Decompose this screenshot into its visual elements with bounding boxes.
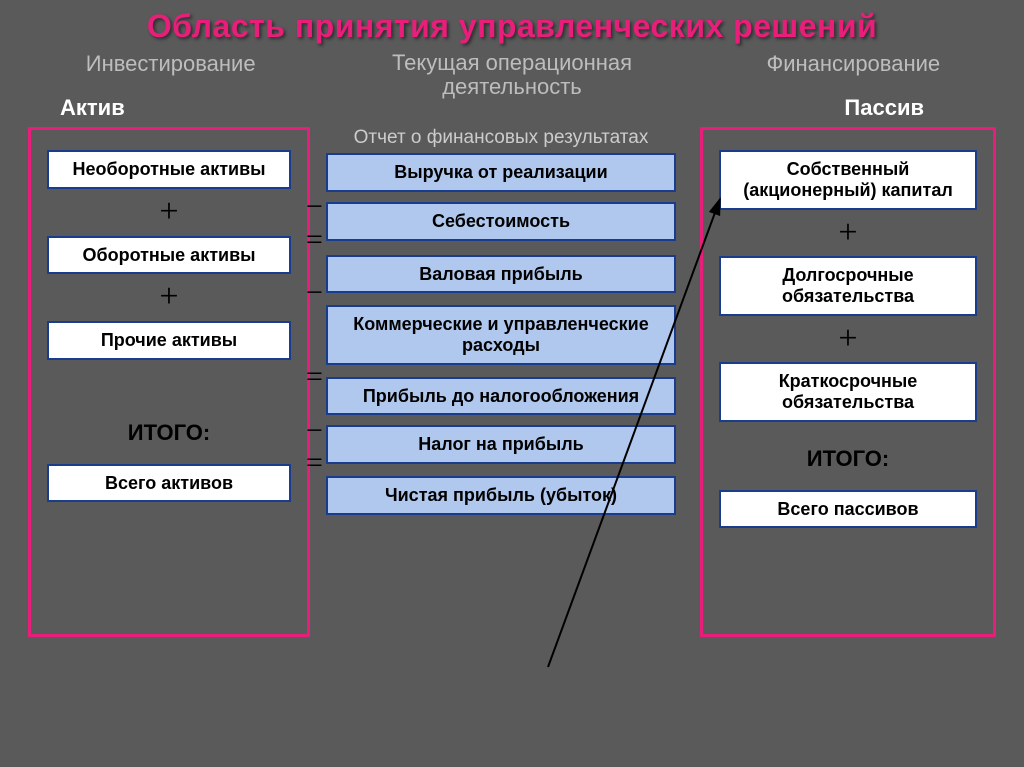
box-net-profit: Чистая прибыль (убыток) [326,476,676,515]
label-passiv: Пассив [844,95,924,121]
page-title: Область принятия управленческих решений [0,0,1024,45]
mid-header: Отчет о финансовых результатах [326,127,676,149]
subhead-operations: Текущая операционная деятельность [341,51,682,99]
op-plus: + [47,282,291,313]
box-nonconcurrent-assets: Необоротные активы [47,150,291,189]
box-revenue: Выручка от реализации [326,153,676,192]
column-passiv: Собственный (акционерный) капитал + Долг… [700,127,996,637]
subhead-row: Инвестирование Текущая операционная деят… [0,51,1024,99]
box-profit-before-tax: Прибыль до налогообложения [326,377,676,416]
diagram-main: Необоротные активы + Оборотные активы + … [0,127,1024,747]
box-tax: Налог на прибыль [326,425,676,464]
column-aktiv: Необоротные активы + Оборотные активы + … [28,127,310,637]
column-operations: Отчет о финансовых результатах Выручка о… [326,127,676,514]
label-itogo-right: ИТОГО: [719,446,977,472]
box-cost: Себестоимость [326,202,676,241]
label-aktiv: Актив [60,95,125,121]
box-other-assets: Прочие активы [47,321,291,360]
subhead-financing: Финансирование [683,51,1024,99]
box-current-assets: Оборотные активы [47,236,291,275]
box-total-liab: Всего пассивов [719,490,977,529]
op-equals: = [306,455,323,470]
op-minus: − [306,285,323,300]
box-expenses: Коммерческие и управленческие расходы [326,305,676,364]
box-longterm-liab: Долгосрочные обязательства [719,256,977,315]
box-total-assets: Всего активов [47,464,291,503]
op-plus: + [719,218,977,249]
op-plus: + [719,324,977,355]
box-gross-profit: Валовая прибыль [326,255,676,294]
subhead-investing: Инвестирование [0,51,341,99]
op-equals: = [306,369,323,384]
label-itogo-left: ИТОГО: [47,420,291,446]
op-equals: = [306,232,323,247]
box-equity: Собственный (акционерный) капитал [719,150,977,209]
box-shortterm-liab: Краткосрочные обязательства [719,362,977,421]
op-minus: − [306,199,323,214]
op-plus: + [47,197,291,228]
op-minus: − [306,423,323,438]
